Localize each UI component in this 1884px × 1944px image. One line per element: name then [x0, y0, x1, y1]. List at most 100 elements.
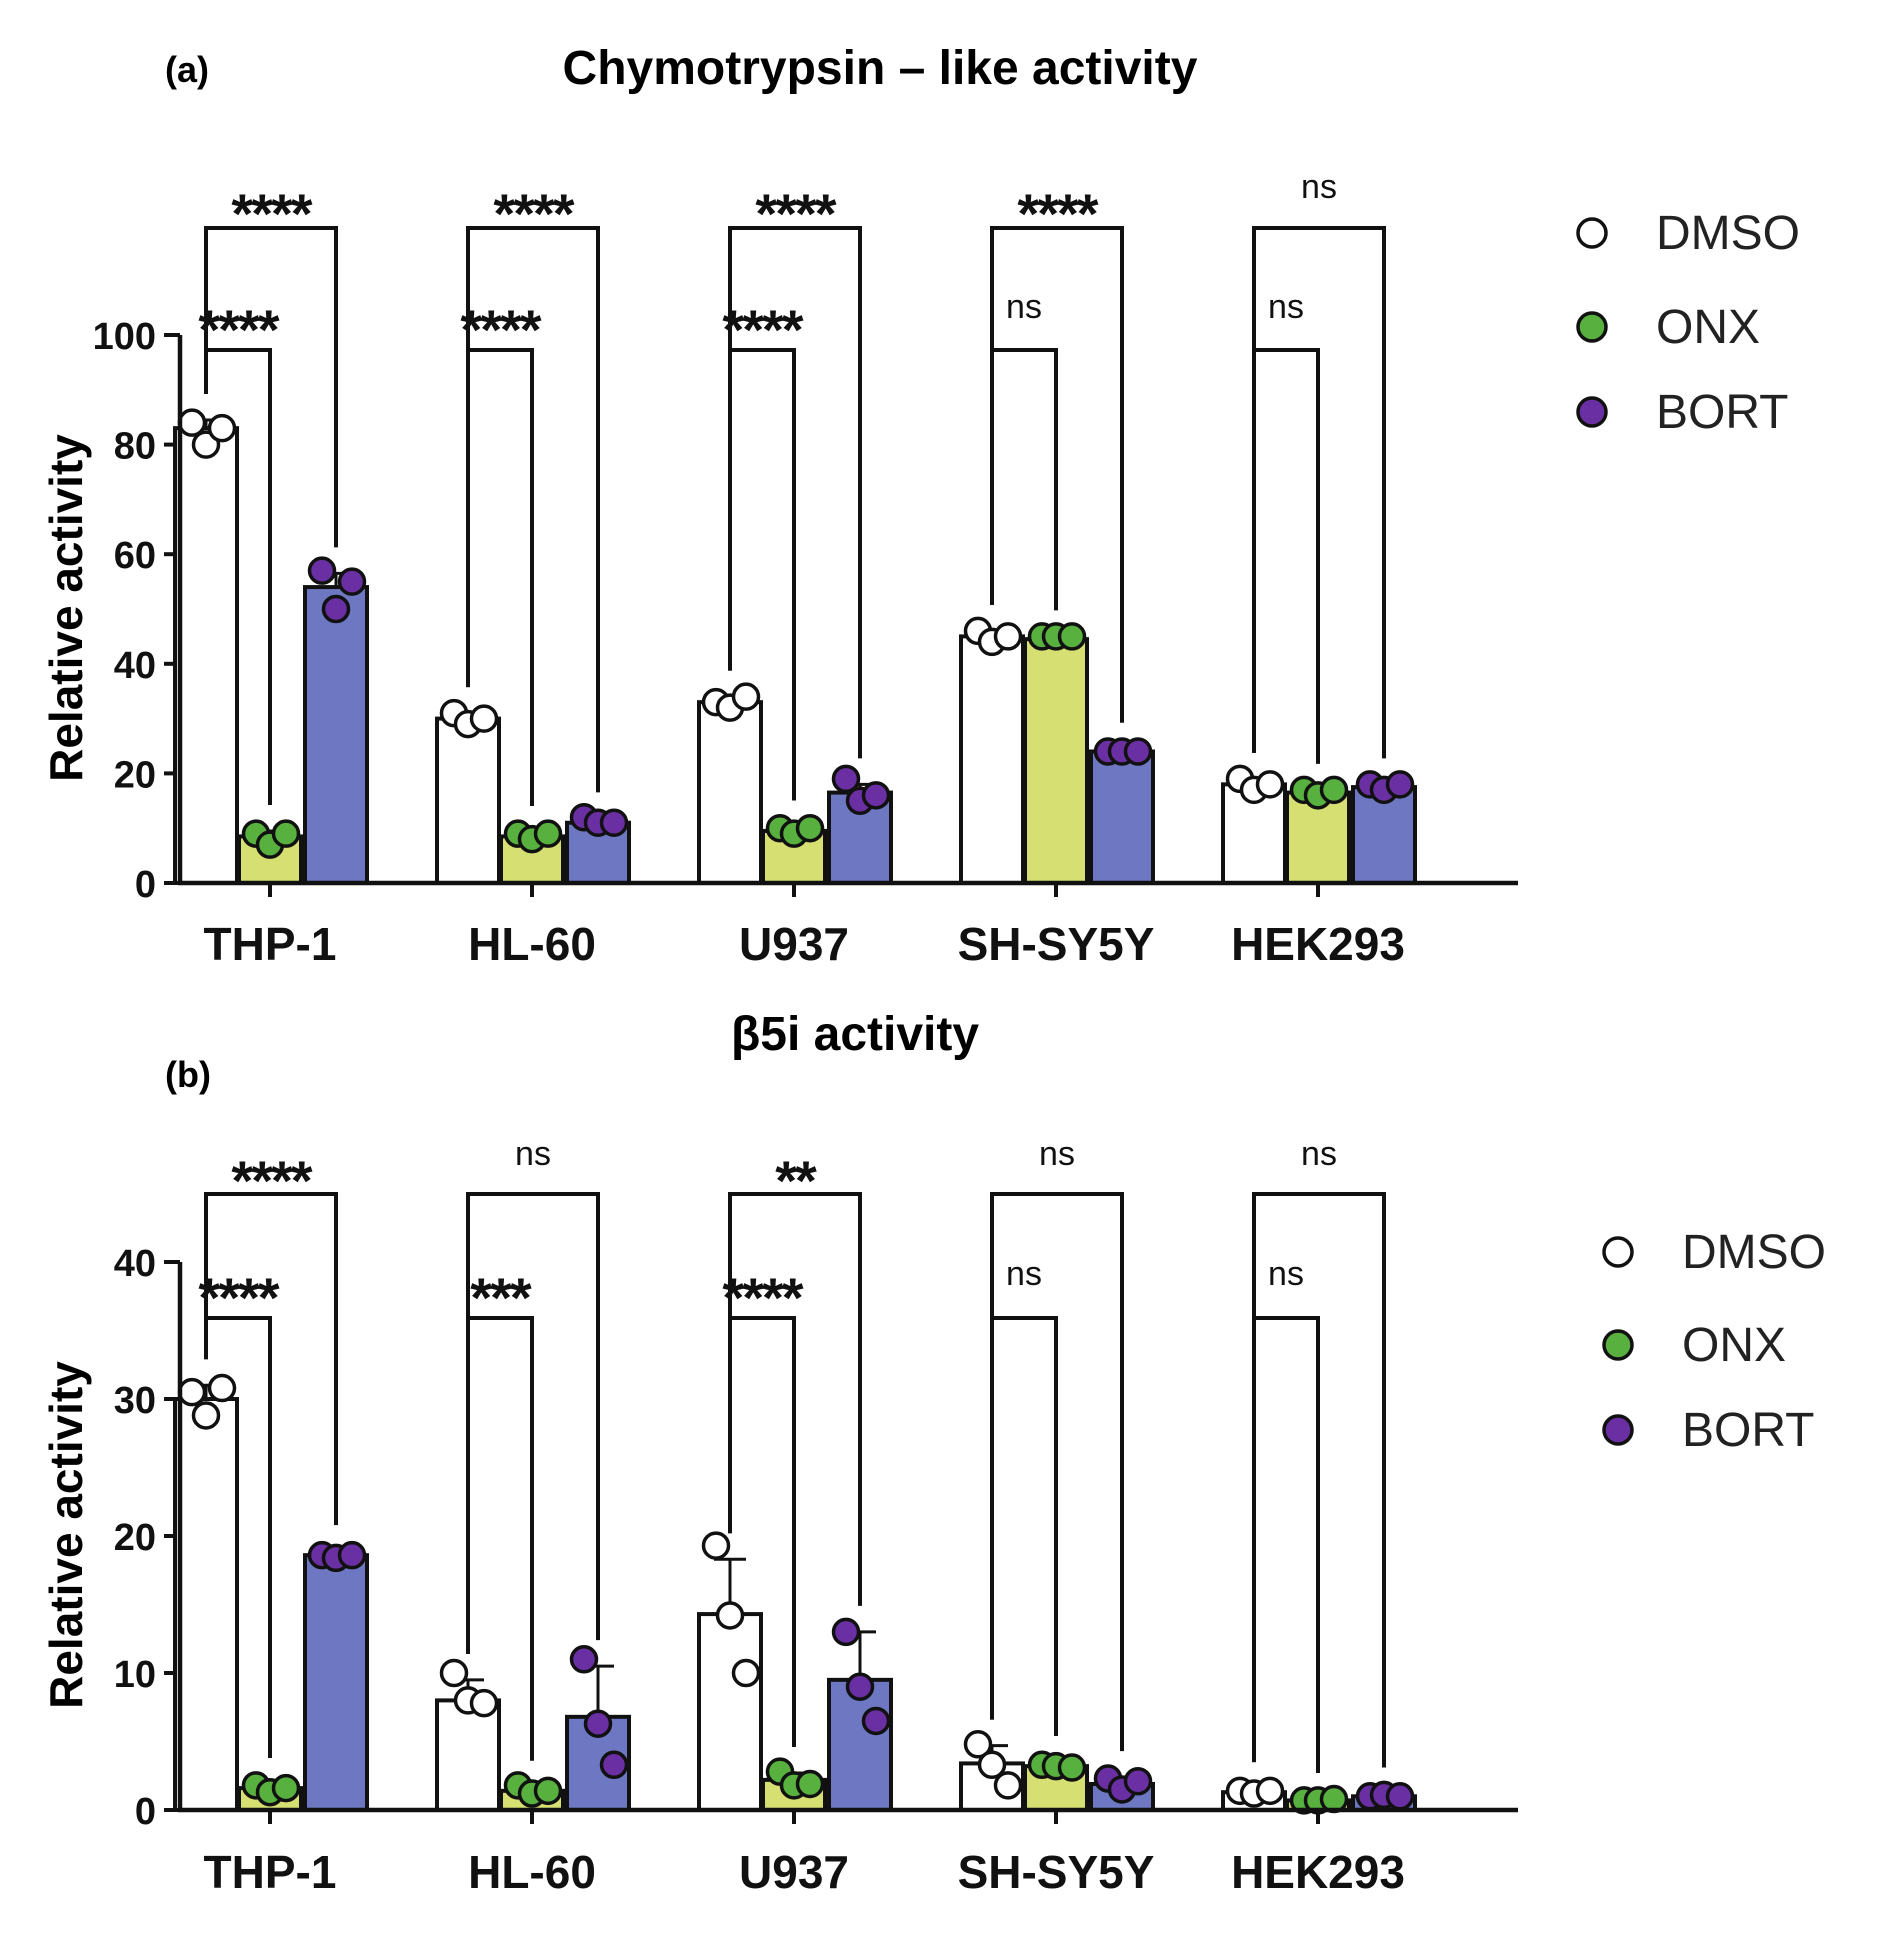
- panel-b-bracket-dmso-onx: [466, 1316, 534, 1761]
- panel-a-point-dmso: [1255, 770, 1285, 799]
- panel-b-data-points: [177, 1373, 1415, 1815]
- panel-a-sig-dmso-bort: ****: [493, 182, 574, 245]
- panel-b-sig-dmso-onx: ***: [470, 1266, 532, 1329]
- panel-a-title: Chymotrypsin – like activity: [563, 42, 1198, 95]
- panel-b-bar-dmso-thp-1: [173, 1397, 239, 1812]
- panel-b-bracket-dmso-onx: [204, 1316, 272, 1758]
- panel-b-bracket-dmso-bort: [204, 1192, 338, 1526]
- panel-a-bar-dmso-thp-1: [173, 426, 239, 885]
- panel-a-point-bort: [599, 808, 629, 837]
- panel-b-point-bort: [583, 1709, 613, 1738]
- panel-a-point-bort: [307, 556, 337, 585]
- panel-a-point-onx: [1057, 622, 1087, 651]
- panel-a-point-bort: [1385, 770, 1415, 799]
- panel-b-y-tick-label: 10: [114, 1654, 156, 1696]
- panel-a-point-dmso: [993, 622, 1023, 651]
- panel-a-x-tick-label-sh-sy5y: SH-SY5Y: [958, 918, 1155, 970]
- panel-b-x-tick-label-hl-60: HL-60: [468, 1846, 596, 1898]
- panel-a-legend-label-dmso: DMSO: [1656, 207, 1800, 260]
- panel-b-point-dmso: [977, 1750, 1007, 1780]
- panel-a-point-dmso: [469, 704, 499, 733]
- panel-b-x-tick-label-thp-1: THP-1: [204, 1846, 337, 1898]
- panel-a-axes: [177, 335, 1518, 886]
- panel-a-x-tick-label-hl-60: HL-60: [468, 918, 596, 970]
- panel-a-sig-dmso-bort: ns: [1301, 168, 1337, 206]
- panel-a-point-dmso: [731, 682, 761, 711]
- panel-a-significance-brackets: [204, 226, 1386, 807]
- panel-b-point-dmso: [715, 1601, 745, 1630]
- panel-b-x-tick-label-u937: U937: [739, 1846, 849, 1898]
- panel-b-point-dmso: [993, 1771, 1023, 1800]
- panel-a-point-bort: [1123, 737, 1153, 766]
- panel-a-point-onx: [533, 819, 563, 848]
- panel-b-label: (b): [165, 1054, 211, 1095]
- panel-b-sig-dmso-bort: **: [775, 1149, 817, 1212]
- panel-b-point-bort: [599, 1750, 629, 1780]
- panel-a-bracket-dmso-onx: [204, 348, 272, 805]
- panel-a-point-bort: [861, 781, 891, 810]
- panel-b-point-dmso: [177, 1377, 207, 1407]
- panel-a-sig-dmso-bort: ****: [1017, 182, 1098, 245]
- panel-a-point-dmso: [207, 413, 237, 443]
- panel-b-point-dmso: [439, 1658, 469, 1688]
- panel-b-sig-dmso-bort: ns: [1039, 1135, 1075, 1173]
- panel-b-sig-dmso-onx: ****: [722, 1266, 803, 1329]
- panel-a-point-onx: [271, 819, 301, 848]
- panel-b-bar-bort-thp-1: [303, 1553, 369, 1813]
- panel-a-bar-bort-thp-1: [303, 585, 369, 886]
- panel-b-bracket-dmso-onx: [1252, 1316, 1320, 1774]
- panel-b-point-dmso: [963, 1729, 993, 1759]
- panel-b-legend-marker-dmso: [1602, 1236, 1634, 1268]
- panel-a-bracket-dmso-bort: [204, 226, 338, 548]
- panel-b-sig-dmso-bort: ns: [1301, 1135, 1337, 1173]
- panel-a-x-tick-label-hek293: HEK293: [1231, 918, 1405, 970]
- panel-a-chymotrypsin: (a) Chymotrypsin – like activity Relativ…: [40, 42, 1800, 970]
- panel-a-bracket-dmso-onx: [728, 348, 796, 801]
- panel-b-point-bort: [861, 1706, 891, 1736]
- panel-b-beta5i: β5i activity (b) Relative activity 0 10 20…: [40, 1008, 1826, 1898]
- panel-a-sig-dmso-onx: ****: [198, 298, 279, 361]
- panel-a-significance-labels: **** **** **** **** **** **** **** ns ns ns: [198, 168, 1337, 361]
- panel-a-label: (a): [165, 49, 209, 90]
- panel-b-point-dmso: [731, 1658, 761, 1688]
- panel-b-point-dmso: [207, 1373, 237, 1403]
- panel-a-legend-marker-dmso: [1576, 217, 1608, 249]
- panel-a-x-tick-label-u937: U937: [739, 918, 849, 970]
- panel-a-y-tick-label: 60: [114, 535, 156, 577]
- panel-a-point-onx: [1319, 775, 1349, 805]
- panel-a-y-axis-label: Relative activity: [40, 434, 92, 782]
- panel-b-point-onx: [1057, 1753, 1087, 1782]
- panel-b-y-axis-label: Relative activity: [40, 1361, 92, 1709]
- panel-b-point-bort: [845, 1672, 875, 1701]
- panel-a-bracket-dmso-onx: [990, 348, 1058, 611]
- panel-a-y-tick-label: 20: [114, 754, 156, 796]
- panel-a-point-onx: [795, 813, 825, 843]
- panel-b-sig-dmso-bort: ****: [231, 1149, 312, 1212]
- panel-b-sig-dmso-bort: ns: [515, 1135, 551, 1173]
- panel-b-title: β5i activity: [731, 1008, 979, 1061]
- panel-a-y-tick-label: 0: [135, 864, 156, 906]
- panel-b-x-tick-label-hek293: HEK293: [1231, 1846, 1405, 1898]
- panel-a-y-tick-label: 80: [114, 426, 156, 468]
- panel-a-y-tick-label: 100: [93, 316, 156, 358]
- panel-a-sig-dmso-onx: ****: [722, 298, 803, 361]
- panel-b-y-tick-label: 30: [114, 1380, 156, 1422]
- panel-b-sig-dmso-onx: ns: [1006, 1255, 1042, 1293]
- panel-b-significance-brackets: [204, 1192, 1386, 1774]
- panel-a-sig-dmso-onx: ns: [1268, 288, 1304, 326]
- panel-a-bar-dmso-hl-60: [435, 716, 501, 885]
- panel-b-bracket-dmso-onx: [990, 1316, 1058, 1737]
- panel-a-x-tick-label-thp-1: THP-1: [204, 918, 337, 970]
- panel-a-bracket-dmso-onx: [466, 348, 534, 807]
- panel-b-legend-label-dmso: DMSO: [1682, 1226, 1826, 1279]
- panel-b-x-ticks: THP-1 HL-60 U937 SH-SY5Y HEK293: [204, 1810, 1405, 1898]
- panel-a-point-bort: [337, 567, 367, 596]
- panel-a-bracket-dmso-onx: [1252, 348, 1320, 764]
- panel-a-x-ticks: THP-1 HL-60 U937 SH-SY5Y HEK293: [204, 883, 1405, 970]
- panel-a-y-ticks: 0 20 40 60 80 100: [93, 316, 180, 906]
- panel-b-legend-label-onx: ONX: [1682, 1319, 1786, 1372]
- panel-b-point-dmso: [701, 1531, 731, 1560]
- panel-a-legend-marker-bort: [1576, 396, 1608, 428]
